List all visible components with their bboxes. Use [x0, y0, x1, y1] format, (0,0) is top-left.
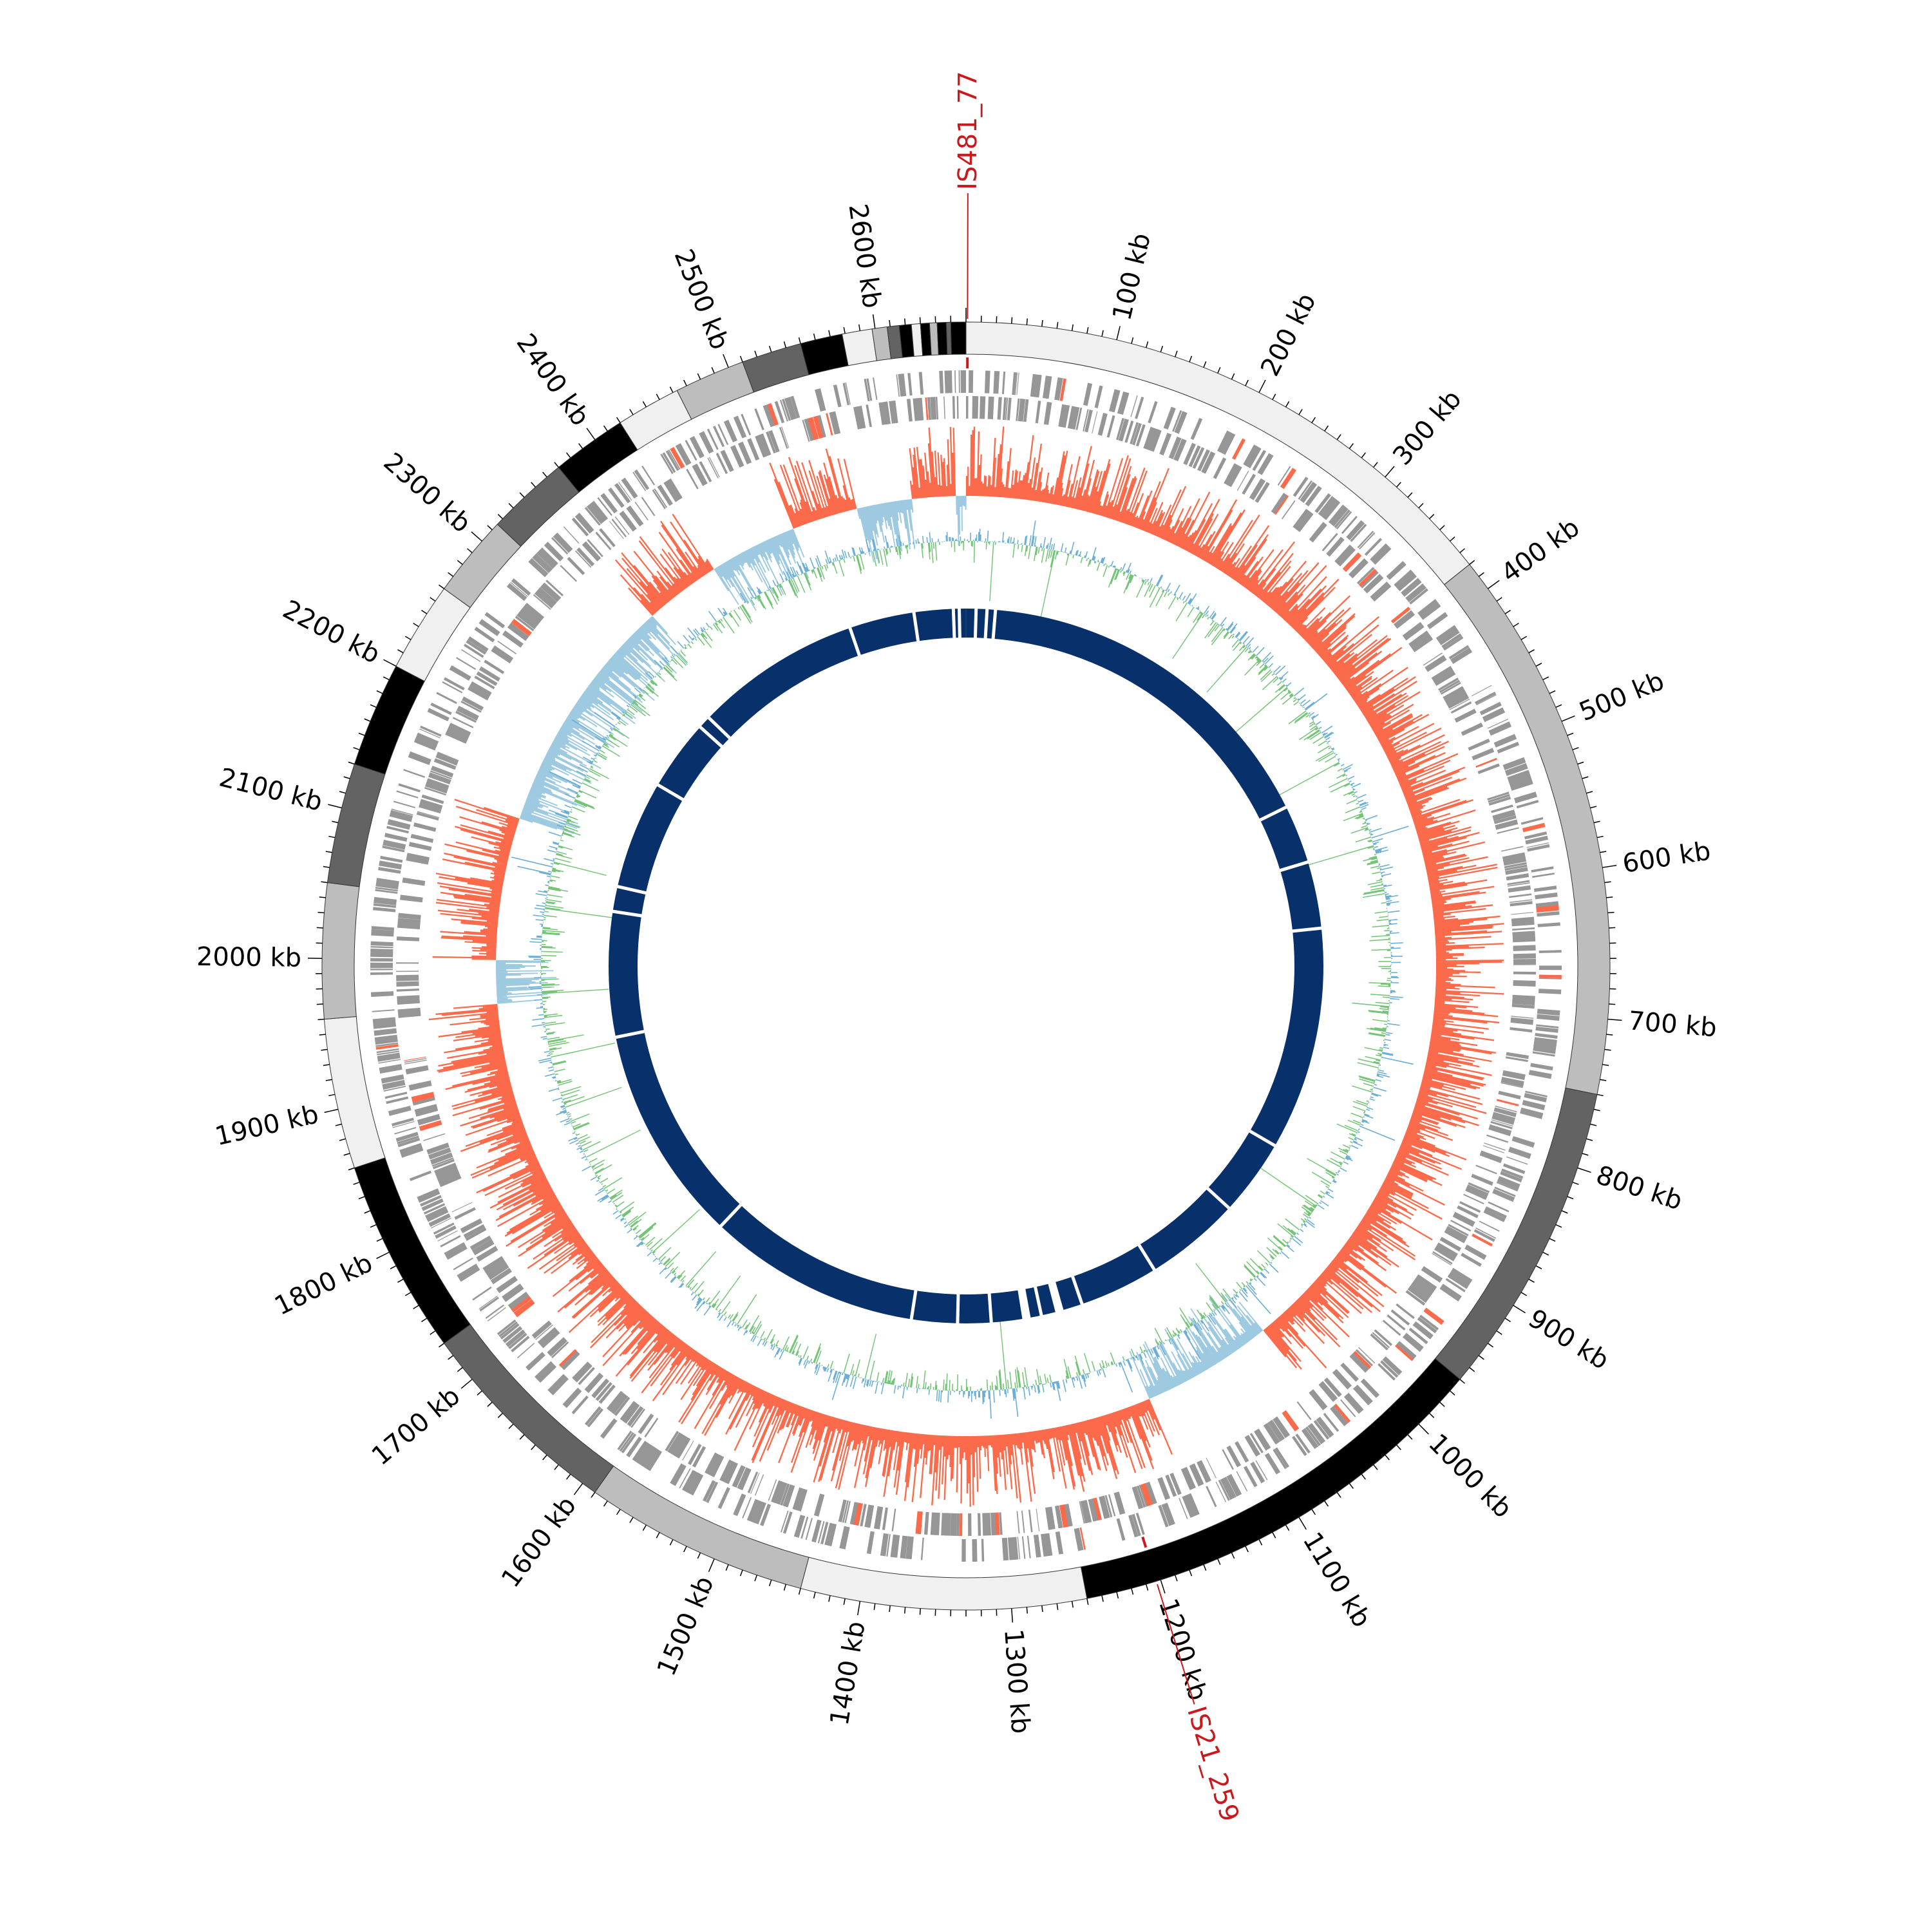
tick-label: 1900 kb	[213, 1099, 321, 1151]
contig-segment-6	[443, 1323, 614, 1493]
tick-label: 2300 kb	[378, 447, 477, 538]
tick-label: 2000 kb	[196, 942, 302, 973]
tick-label: 600 kb	[1620, 836, 1712, 879]
tick-label: 300 kb	[1387, 384, 1467, 471]
tick-label: 1400 kb	[825, 1619, 871, 1727]
tick-label: 900 kb	[1523, 1303, 1614, 1376]
tick-label: 1000 kb	[1423, 1428, 1517, 1524]
tick-label: 2400 kb	[511, 328, 596, 431]
tick-label: 700 kb	[1627, 1006, 1718, 1043]
tick-label: 500 kb	[1575, 666, 1669, 727]
contig-segment-4	[800, 1557, 1088, 1611]
contig-segment-3	[1080, 1358, 1461, 1599]
gc-content-below	[541, 541, 1391, 1391]
is-element-label: IS21_259	[1181, 1703, 1244, 1825]
tick-label: 1200 kb	[1153, 1595, 1213, 1704]
is-element-tick	[1141, 1536, 1148, 1548]
inner-block-wide-gap	[1047, 1278, 1065, 1316]
tick-label: 2500 kb	[668, 245, 735, 354]
contig-segment-29	[950, 321, 967, 355]
gc-skew-track	[428, 426, 1504, 1507]
inner-block-wide-gap	[1017, 1285, 1032, 1323]
contig-segment-17	[676, 361, 755, 420]
contig-segment-19	[800, 334, 849, 375]
tick-label: 2100 kb	[216, 762, 325, 817]
contig-segment-14	[497, 466, 580, 547]
tick-marks	[308, 308, 1622, 1623]
tick-label: 800 kb	[1593, 1160, 1686, 1217]
inner-block-ring-fill	[609, 609, 1323, 1323]
tick-label: 1500 kb	[652, 1572, 720, 1680]
contig-ring	[321, 321, 1611, 1611]
tick-label: 1300 kb	[998, 1628, 1035, 1735]
tick-label: 1100 kb	[1297, 1528, 1377, 1633]
inner-block-ring	[609, 605, 1325, 1327]
contig-segment-27	[936, 321, 948, 355]
tick-label: 1800 kb	[270, 1248, 377, 1321]
contig-segment-9	[321, 882, 360, 1020]
tick-label: 2600 kb	[842, 202, 887, 310]
tick-label: 1600 kb	[496, 1491, 582, 1593]
contig-segment-18	[742, 343, 810, 393]
tick-label: 100 kb	[1107, 230, 1157, 323]
is-element-label: IS481_77	[953, 71, 983, 191]
tick-label: 400 kb	[1496, 513, 1585, 589]
gene-reverse-strand	[396, 396, 1536, 1536]
is-element-leader	[1157, 1584, 1195, 1705]
tick-ring: 100 kb 200 kb 300 kb 400 kb 500 kb 600 kb 700 …	[196, 202, 1718, 1735]
inner-block-gaps	[609, 605, 1325, 1327]
tick-label: 1700 kb	[366, 1381, 466, 1472]
contig-segment-10	[327, 763, 386, 887]
gc-skew-positive	[428, 426, 1504, 1507]
contig-segment-20	[841, 328, 877, 366]
tick-label: 200 kb	[1255, 289, 1322, 381]
tick-label: 2200 kb	[278, 594, 385, 670]
contig-segment-5	[594, 1465, 810, 1589]
contig-segment-12	[395, 588, 471, 682]
